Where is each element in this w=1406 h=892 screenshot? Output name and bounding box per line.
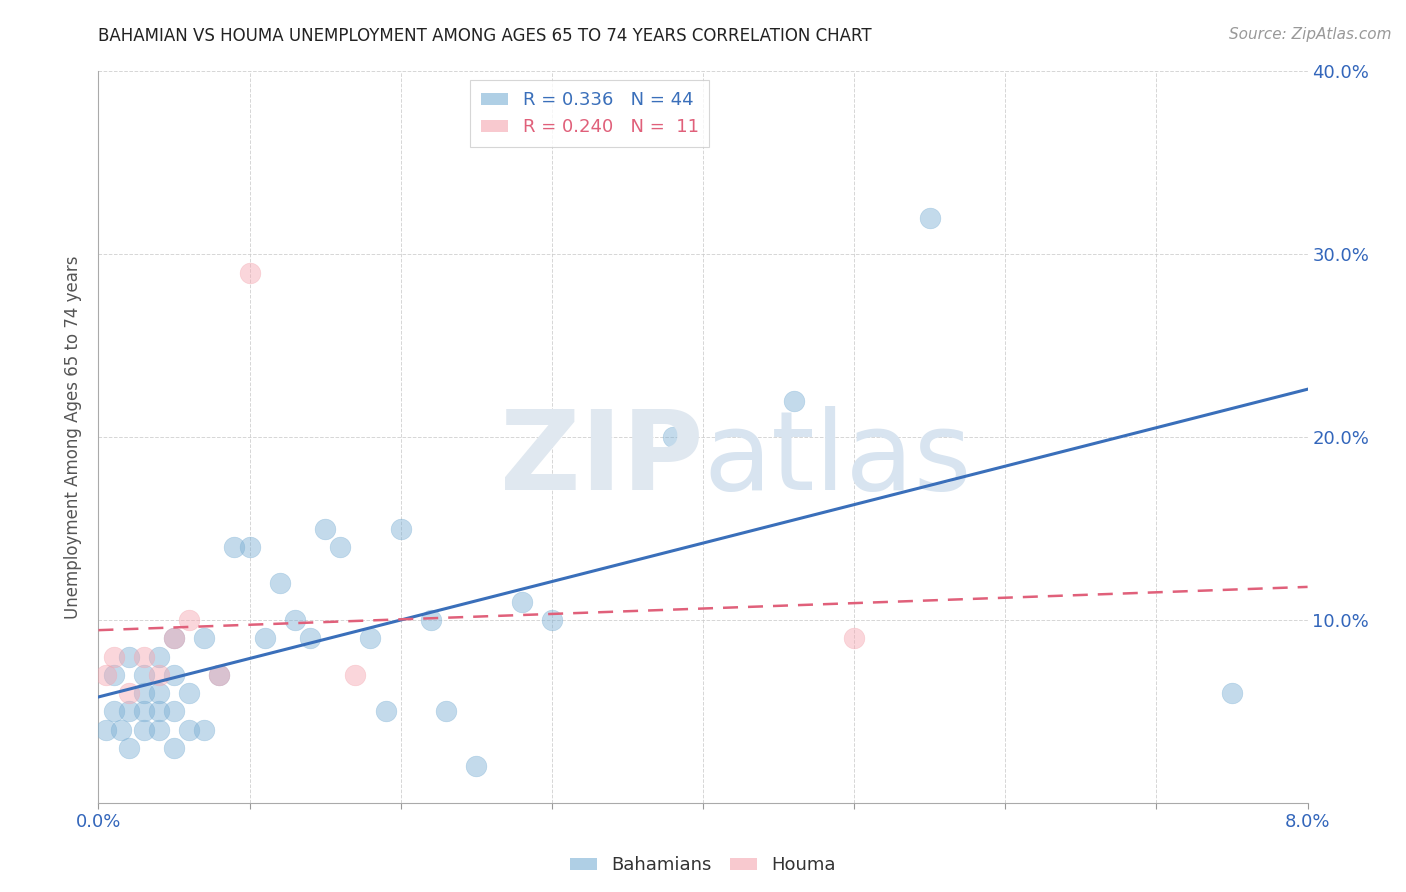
Point — [118, 649, 141, 664]
Legend: Bahamians, Houma: Bahamians, Houma — [562, 849, 844, 881]
Point — [132, 723, 155, 737]
Point — [118, 705, 141, 719]
Point — [148, 686, 170, 700]
Point — [118, 686, 141, 700]
Point — [918, 211, 941, 225]
Text: atlas: atlas — [703, 406, 972, 513]
Y-axis label: Unemployment Among Ages 65 to 74 years: Unemployment Among Ages 65 to 74 years — [65, 255, 83, 619]
Point — [132, 686, 155, 700]
Text: Source: ZipAtlas.com: Source: ZipAtlas.com — [1229, 27, 1392, 42]
Point — [163, 632, 186, 646]
Point — [148, 705, 170, 719]
Point — [94, 667, 117, 681]
Point — [193, 723, 215, 737]
Point — [389, 521, 412, 535]
Text: ZIP: ZIP — [499, 406, 703, 513]
Point — [541, 613, 564, 627]
Point — [510, 594, 533, 608]
Point — [374, 705, 396, 719]
Point — [94, 723, 117, 737]
Point — [193, 632, 215, 646]
Point — [132, 649, 155, 664]
Point — [163, 705, 186, 719]
Point — [284, 613, 307, 627]
Point — [299, 632, 322, 646]
Point — [103, 667, 125, 681]
Point — [344, 667, 367, 681]
Point — [329, 540, 352, 554]
Point — [224, 540, 246, 554]
Text: BAHAMIAN VS HOUMA UNEMPLOYMENT AMONG AGES 65 TO 74 YEARS CORRELATION CHART: BAHAMIAN VS HOUMA UNEMPLOYMENT AMONG AGE… — [98, 27, 872, 45]
Point — [208, 667, 231, 681]
Point — [844, 632, 866, 646]
Point — [239, 266, 262, 280]
Point — [132, 667, 155, 681]
Point — [269, 576, 291, 591]
Point — [360, 632, 382, 646]
Point — [179, 723, 201, 737]
Point — [179, 613, 201, 627]
Point — [783, 393, 806, 408]
Point — [1220, 686, 1243, 700]
Point — [163, 667, 186, 681]
Point — [179, 686, 201, 700]
Point — [163, 632, 186, 646]
Point — [148, 649, 170, 664]
Point — [465, 759, 488, 773]
Point — [239, 540, 262, 554]
Point — [208, 667, 231, 681]
Point — [103, 649, 125, 664]
Point — [148, 723, 170, 737]
Point — [103, 705, 125, 719]
Point — [253, 632, 276, 646]
Point — [132, 705, 155, 719]
Point — [163, 740, 186, 755]
Point — [110, 723, 132, 737]
Point — [148, 667, 170, 681]
Point — [434, 705, 457, 719]
Point — [662, 430, 685, 444]
Point — [420, 613, 443, 627]
Point — [118, 740, 141, 755]
Point — [314, 521, 336, 535]
